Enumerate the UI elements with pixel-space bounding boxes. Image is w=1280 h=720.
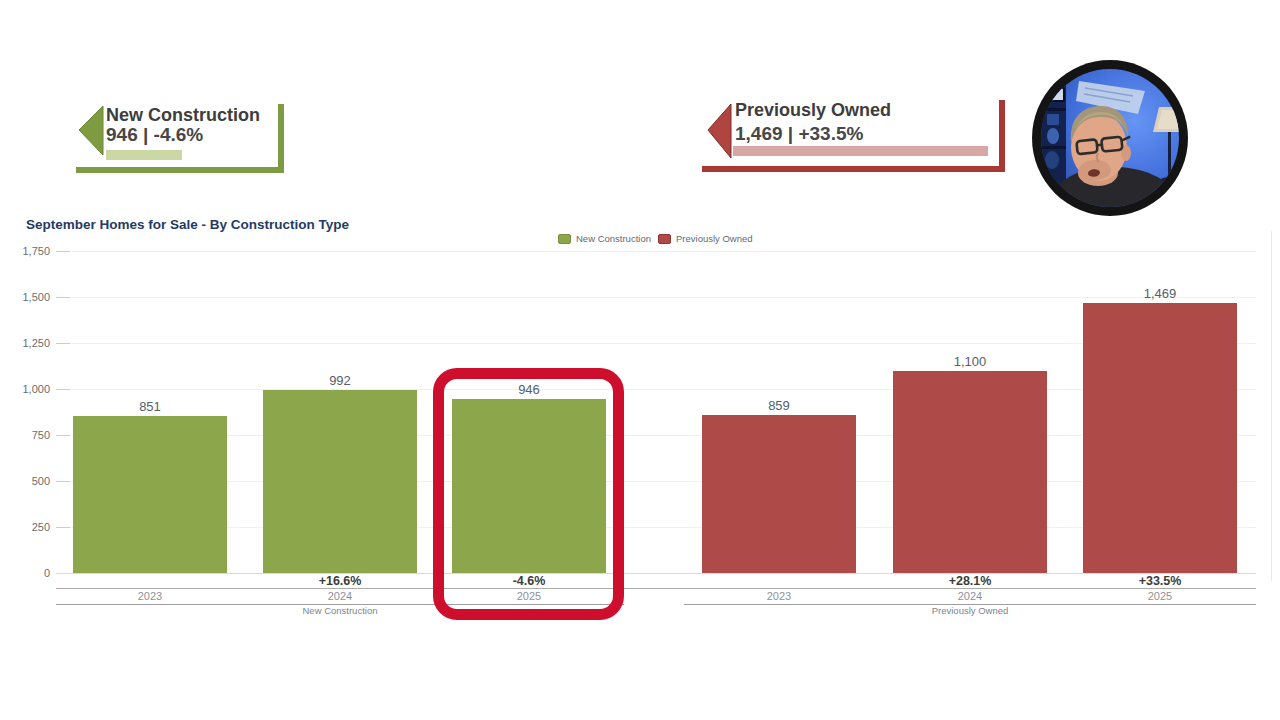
chart-title: September Homes for Sale - By Constructi… <box>26 217 349 232</box>
gridline <box>56 527 1256 528</box>
highlight-box-2025-new-construction <box>433 368 624 620</box>
bar-previously-owned-2023[interactable] <box>702 415 856 573</box>
y-axis-label: 1,000 <box>10 383 50 395</box>
gridline <box>56 297 1256 298</box>
bar-value-label: 859 <box>734 398 824 413</box>
bar-change-label: +16.6% <box>295 574 385 588</box>
x-axis-category-label: 2024 <box>295 590 385 602</box>
left-arrow-icon <box>78 105 104 156</box>
legend-label: New Construction <box>576 233 651 244</box>
bar-new-construction-2023[interactable] <box>73 416 227 573</box>
y-axis-tick <box>56 435 70 436</box>
gridline <box>56 343 1256 344</box>
bar-value-label: 851 <box>105 399 195 414</box>
bar-value-label: 1,100 <box>925 354 1015 369</box>
bar-previously-owned-2024[interactable] <box>893 371 1047 573</box>
bar-change-label: +33.5% <box>1115 574 1205 588</box>
x-axis-line <box>56 588 1256 589</box>
y-axis-label: 1,500 <box>10 291 50 303</box>
y-axis-label: 500 <box>10 475 50 487</box>
left-arrow-icon <box>707 103 732 159</box>
legend-swatch-red <box>658 234 671 244</box>
x-axis-category-label: 2025 <box>1115 590 1205 602</box>
callout-underline-bar <box>733 146 988 156</box>
callout-stat: 946 | -4.6% <box>106 125 203 146</box>
callout-title: Previously Owned <box>735 101 891 121</box>
y-axis-tick <box>56 297 70 298</box>
legend-label: Previously Owned <box>676 233 753 244</box>
x-axis-category-label: 2023 <box>105 590 195 602</box>
y-axis-tick <box>56 389 70 390</box>
x-axis-category-label: 2023 <box>734 590 824 602</box>
presenter-avatar <box>1041 69 1179 207</box>
bar-value-label: 992 <box>295 373 385 388</box>
presentation-slide: New Construction 946 | -4.6% Previously … <box>0 0 1280 720</box>
presenter-webcam <box>1032 60 1188 216</box>
y-axis-tick <box>56 343 70 344</box>
scrollbar-track[interactable] <box>1271 231 1272 581</box>
x-axis-baseline <box>56 573 1256 574</box>
callout-title: New Construction <box>106 106 260 126</box>
bar-previously-owned-2025[interactable] <box>1083 303 1237 573</box>
gridline <box>56 481 1256 482</box>
callout-underline-bar <box>106 150 182 160</box>
y-axis-label: 750 <box>10 429 50 441</box>
x-axis-category-label: 2024 <box>925 590 1015 602</box>
y-axis-tick <box>56 251 70 252</box>
y-axis-label: 1,250 <box>10 337 50 349</box>
legend-item-previously-owned[interactable]: Previously Owned <box>658 233 753 244</box>
x-axis-group-label: Previously Owned <box>890 605 1050 616</box>
chart-legend: New Construction Previously Owned <box>558 233 753 244</box>
y-axis-label: 1,750 <box>10 245 50 257</box>
bar-change-label: +28.1% <box>925 574 1015 588</box>
y-axis-tick <box>56 481 70 482</box>
y-axis-label: 250 <box>10 521 50 533</box>
y-axis-label: 0 <box>10 567 50 579</box>
callout-stat: 1,469 | +33.5% <box>735 124 863 145</box>
bar-new-construction-2024[interactable] <box>263 390 417 573</box>
x-axis-group-label: New Construction <box>260 605 420 616</box>
legend-swatch-green <box>558 234 571 244</box>
bar-value-label: 1,469 <box>1115 286 1205 301</box>
gridline <box>56 389 1256 390</box>
gridline <box>56 435 1256 436</box>
legend-item-new-construction[interactable]: New Construction <box>558 233 651 244</box>
y-axis-tick <box>56 527 70 528</box>
gridline <box>56 251 1256 252</box>
